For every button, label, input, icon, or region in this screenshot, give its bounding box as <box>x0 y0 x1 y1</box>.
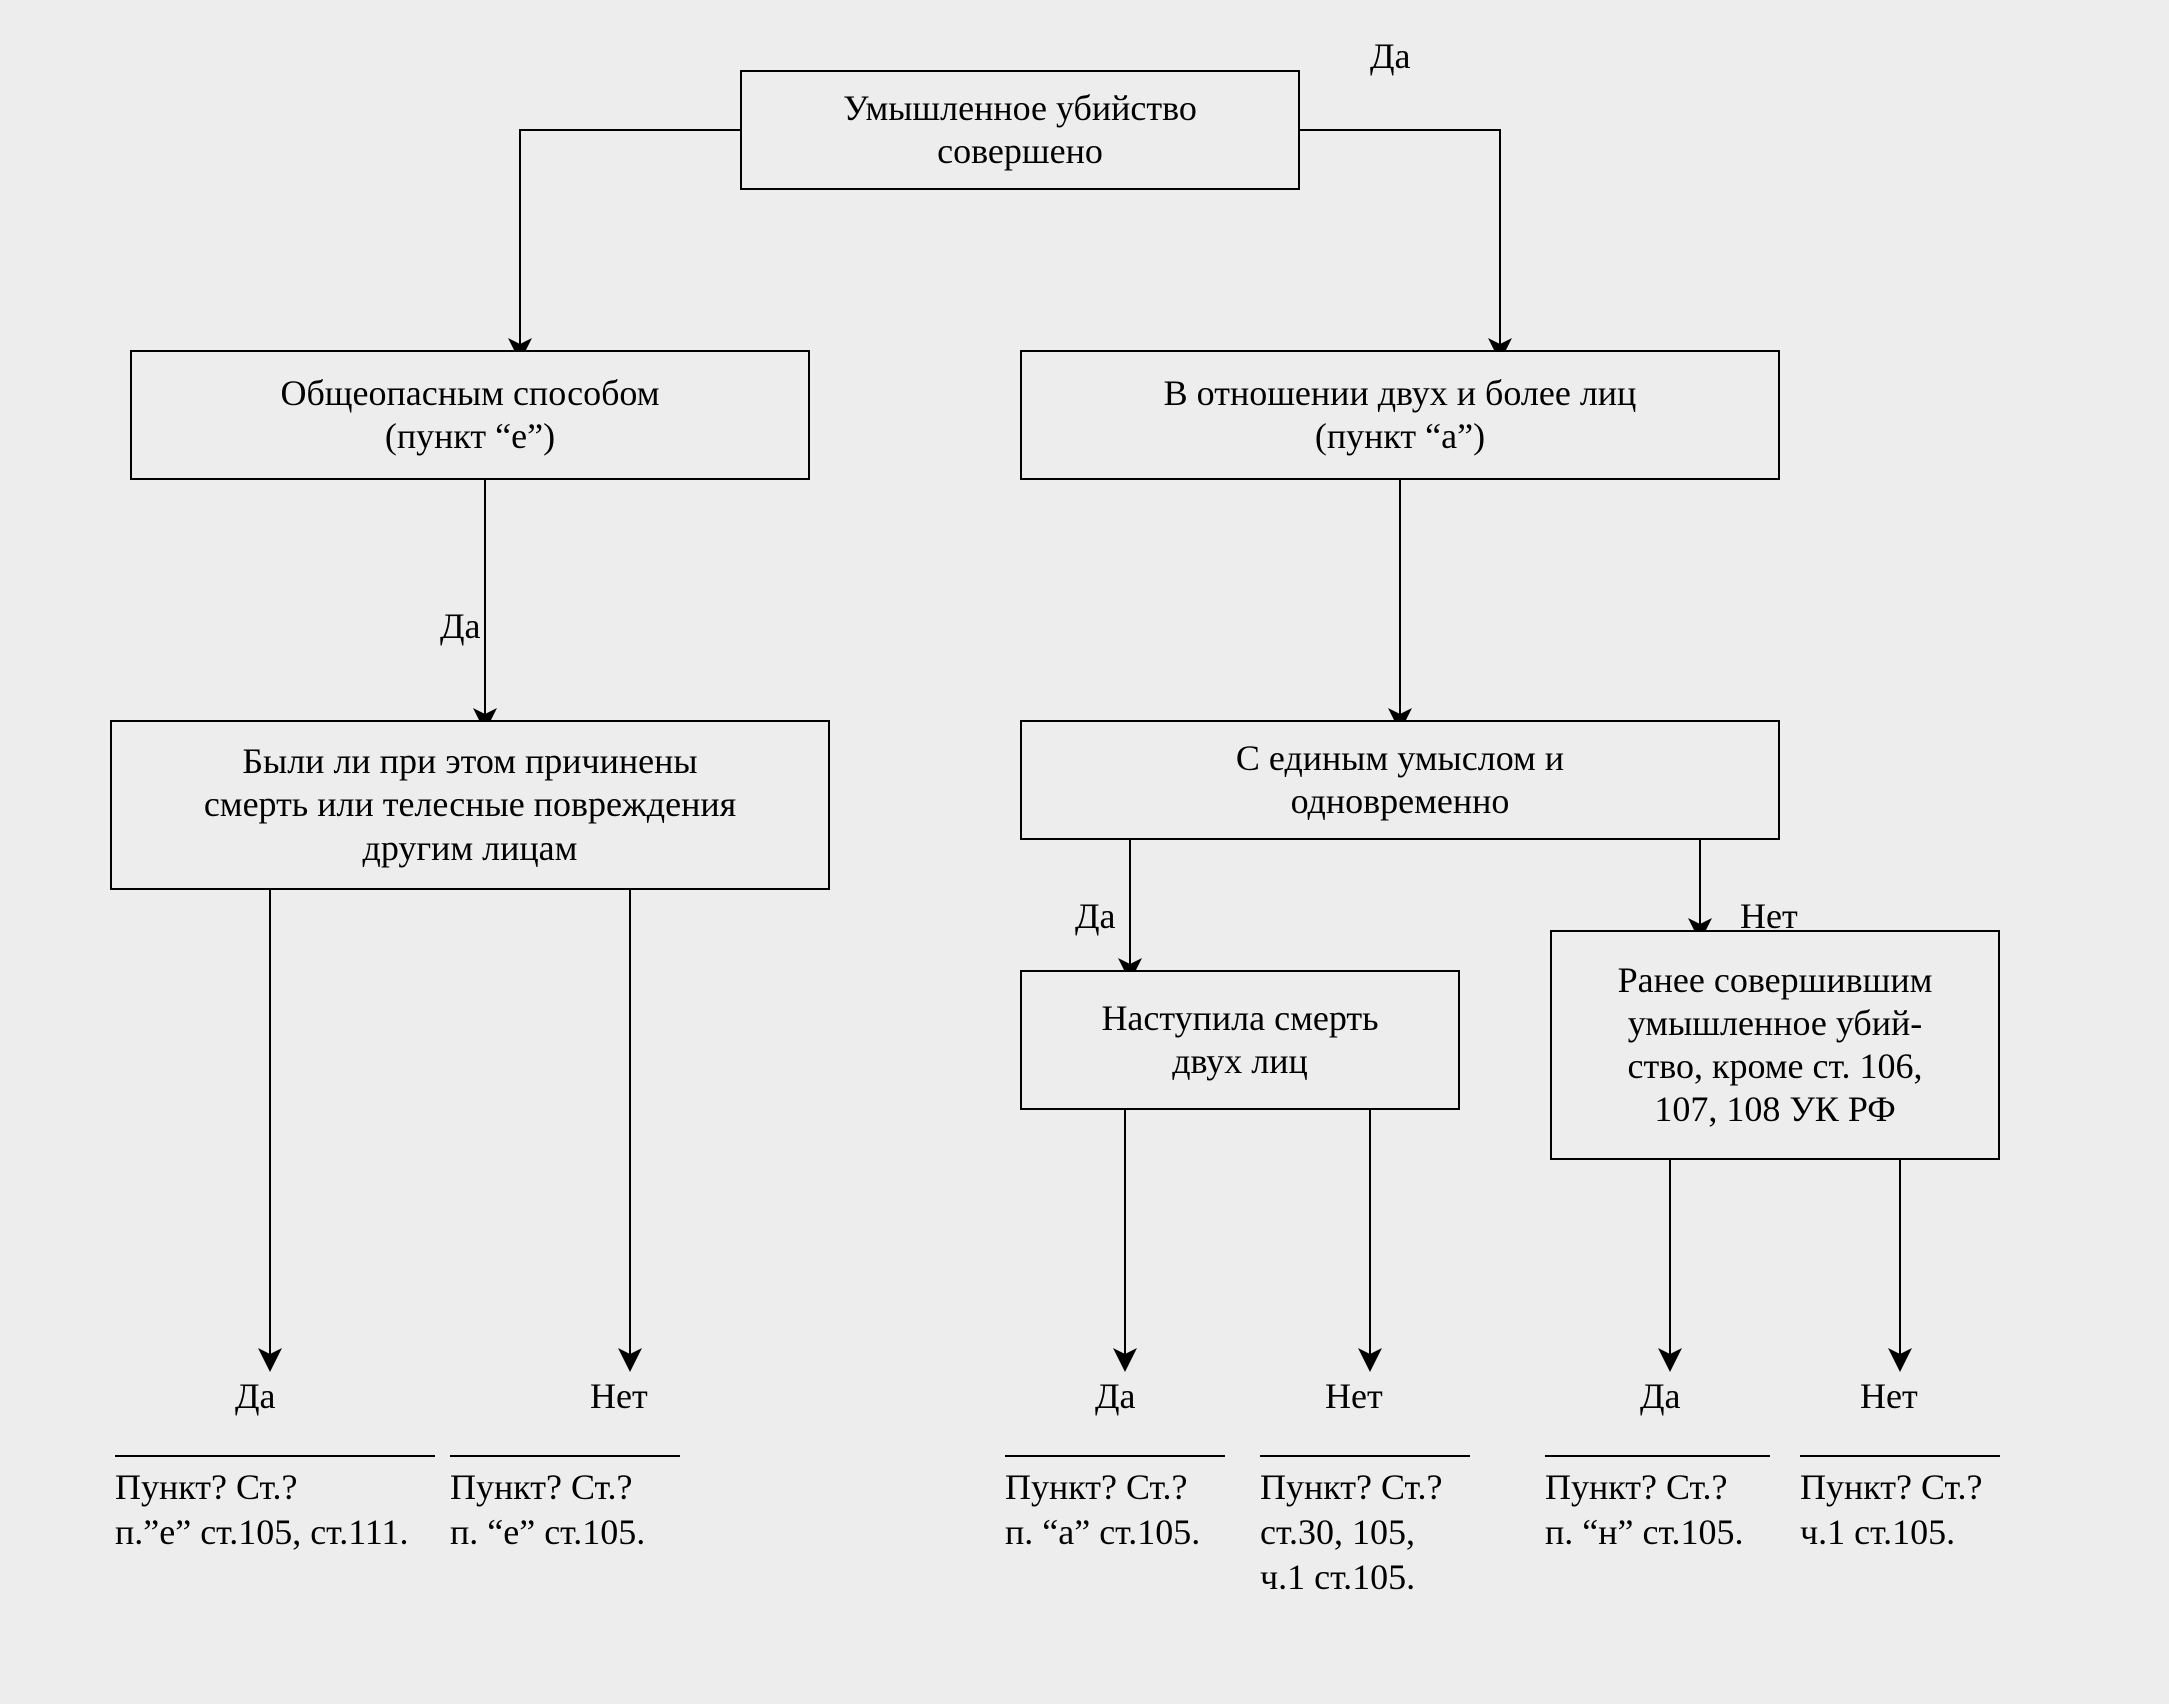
node-right-b: С единым умыслом иодновременно <box>1020 720 1780 840</box>
terminal-answer-t5: Пункт? Ст.?п. “н” ст.105. <box>1545 1465 1744 1555</box>
node-root: Умышленное убийство совершено <box>740 70 1300 190</box>
terminal-underline-t2 <box>450 1455 680 1457</box>
terminal-label-t4: Нет <box>1325 1375 1383 1417</box>
terminal-underline-t5 <box>1545 1455 1770 1457</box>
node-right-c2: Ранее совершившимумышленное убий-ство, к… <box>1550 930 2000 1160</box>
terminal-answer-t1: Пункт? Ст.?п.”е” ст.105, ст.111. <box>115 1465 409 1555</box>
edge-label-rightb-yes: Да <box>1075 895 1116 937</box>
terminal-underline-t1 <box>115 1455 435 1457</box>
terminal-underline-t6 <box>1800 1455 2000 1457</box>
terminal-underline-t4 <box>1260 1455 1470 1457</box>
edge-label-lefta-yes: Да <box>440 605 481 647</box>
terminal-answer-t2: Пункт? Ст.?п. “е” ст.105. <box>450 1465 645 1555</box>
terminal-answer-t3: Пункт? Ст.?п. “а” ст.105. <box>1005 1465 1200 1555</box>
node-right-c1: Наступила смертьдвух лиц <box>1020 970 1460 1110</box>
terminal-underline-t3 <box>1005 1455 1225 1457</box>
node-right-a: В отношении двух и более лиц(пункт “а”) <box>1020 350 1780 480</box>
flowchart-canvas: Умышленное убийство совершено Общеопасны… <box>0 0 2169 1704</box>
terminal-answer-t4: Пункт? Ст.?ст.30, 105,ч.1 ст.105. <box>1260 1465 1443 1600</box>
terminal-label-t2: Нет <box>590 1375 648 1417</box>
edge-label-root-yes: Да <box>1370 35 1411 77</box>
node-left-b: Были ли при этом причиненысмерть или тел… <box>110 720 830 890</box>
node-left-a: Общеопасным способом(пункт “е”) <box>130 350 810 480</box>
terminal-label-t3: Да <box>1095 1375 1136 1417</box>
edge-label-rightb-no: Нет <box>1740 895 1798 937</box>
terminal-label-t1: Да <box>235 1375 276 1417</box>
terminal-label-t6: Нет <box>1860 1375 1918 1417</box>
terminal-label-t5: Да <box>1640 1375 1681 1417</box>
terminal-answer-t6: Пункт? Ст.?ч.1 ст.105. <box>1800 1465 1983 1555</box>
